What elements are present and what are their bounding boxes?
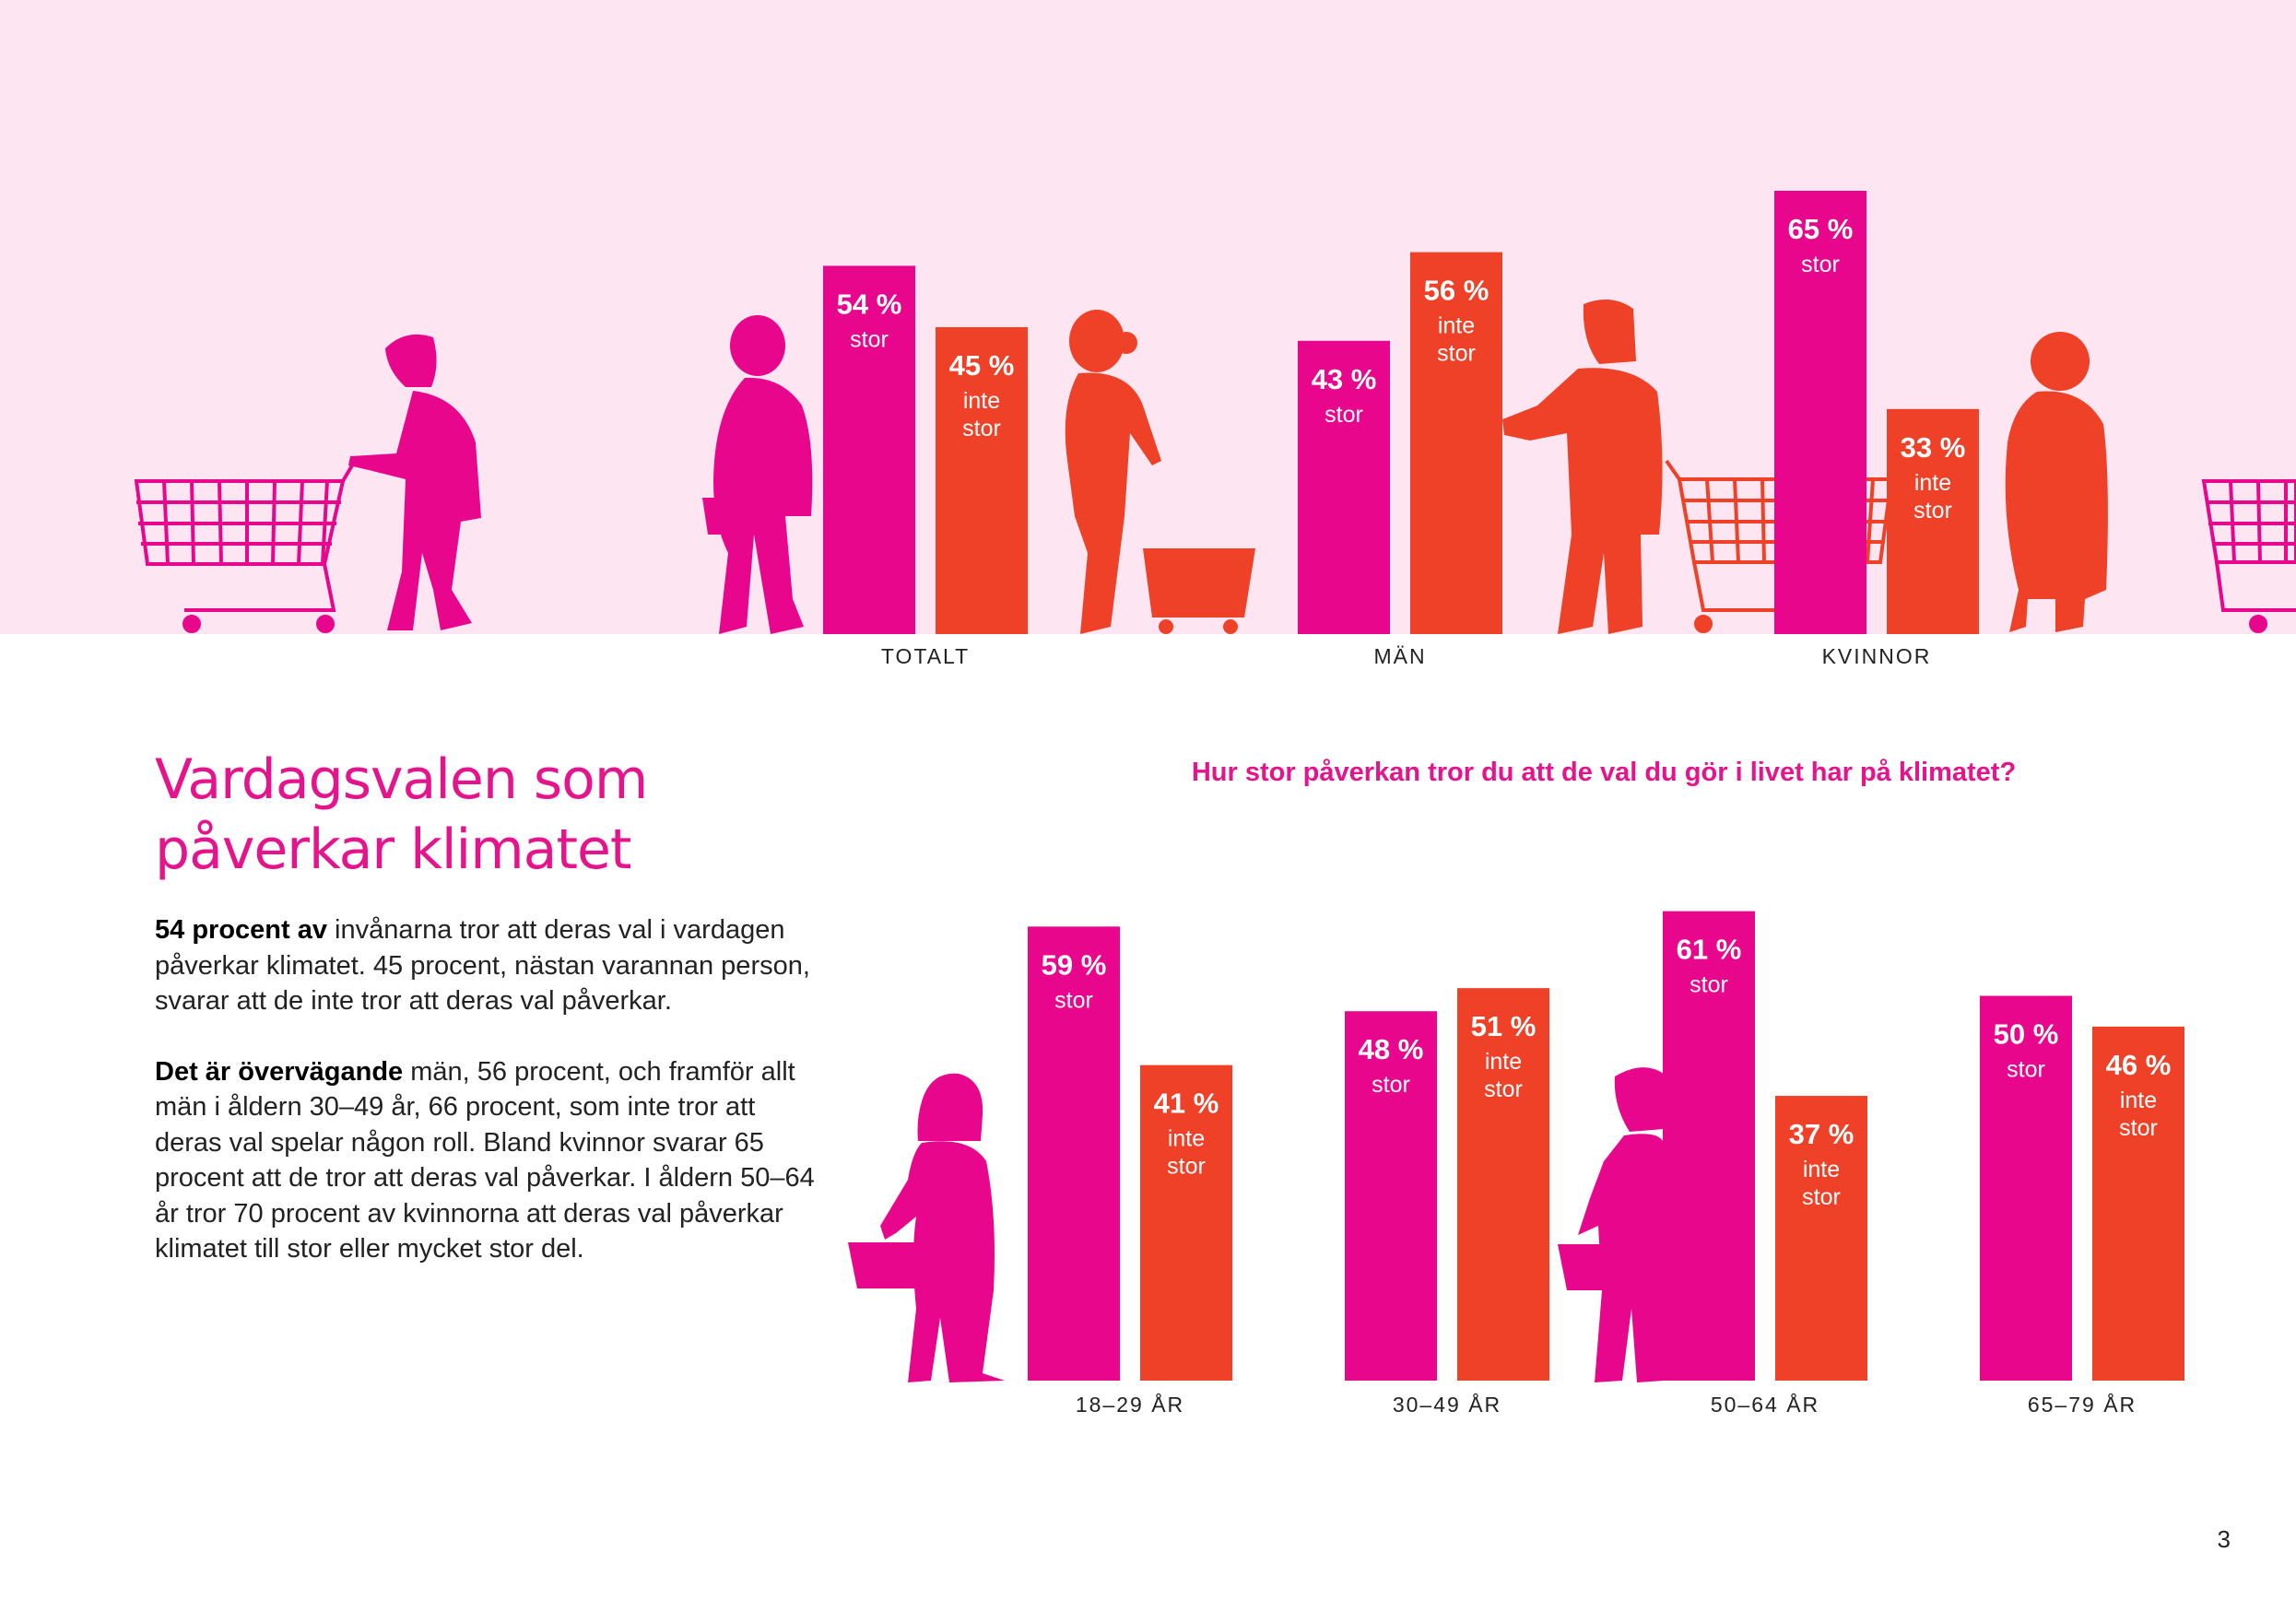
shopper-woman-icon [1065,310,1255,634]
series-label: inte [963,388,1000,414]
shopping-cart-icon [2201,479,2296,633]
value-label: 59 % [1042,948,1107,981]
heading-line-2: påverkar klimatet [155,817,631,882]
category-labels: TOTALT MÄN KVINNOR [881,644,1932,668]
series-label: stor [1802,1184,1841,1210]
value-label: 56 % [1424,275,1489,307]
bar-stor [1774,191,1866,634]
series-label: inte [1438,313,1475,339]
paragraph-1-lead: 54 procent av [155,915,327,945]
series-label: stor [1484,1076,1523,1102]
value-label: 54 % [837,288,902,320]
paragraph-2: Det är övervägande män, 56 procent, och … [155,1054,818,1267]
bar-stor [1298,340,1390,634]
shopper-older-woman-icon [2005,332,2108,632]
shopper-young-man-icon [1558,1067,1664,1382]
series-label: stor [2119,1115,2158,1141]
category-labels: 18–29 ÅR 30–49 ÅR 50–64 ÅR 65–79 ÅR [1076,1392,2137,1417]
page-heading: Vardagsvalen som påverkar klimatet [155,745,818,885]
shopper-man-leaning-icon [1502,300,1663,634]
value-label: 46 % [2106,1049,2172,1081]
value-label: 41 % [1154,1088,1219,1120]
shopper-young-woman-icon [848,1073,1005,1382]
bars [823,191,1979,634]
series-label: inte [1485,1049,1522,1075]
paragraph-2-lead: Det är övervägande [155,1056,404,1087]
value-label: 61 % [1677,934,1742,966]
value-label: 65 % [1788,213,1854,245]
bar-inte-stor [1410,252,1502,634]
shopper-basket-man-icon [702,315,813,634]
value-label: 43 % [1312,363,1377,395]
category-label: KVINNOR [1822,644,1932,668]
shopping-cart-icon [134,464,354,633]
bar-stor [1345,1011,1437,1381]
bar-stor [823,265,915,634]
bar-inte-stor [2092,1026,2184,1381]
bar-inte-stor [1887,408,1979,634]
value-label: 50 % [1994,1018,2059,1051]
series-label: stor [1054,987,1093,1013]
category-label: 65–79 ÅR [2028,1392,2137,1417]
paragraph-2-text: män, 56 procent, och framför allt män i … [155,1056,815,1264]
page-number: 3 [2217,1525,2231,1553]
series-label: stor [1325,402,1363,428]
body-text: 54 procent av invånarna tror att deras v… [155,912,818,1302]
paragraph-1-text: invånarna tror att deras val i vardagen … [155,915,810,1016]
bar-stor [1980,995,2072,1381]
value-label: 37 % [1789,1118,1854,1150]
bar-inte-stor [1775,1096,1867,1381]
category-label: 18–29 ÅR [1076,1392,1184,1417]
series-label: inte [1168,1126,1205,1152]
category-label: 50–64 ÅR [1711,1392,1819,1417]
series-label: inte [2120,1088,2157,1113]
series-label: stor [1801,252,1840,277]
value-label: 45 % [949,349,1015,382]
value-label: 48 % [1359,1033,1424,1065]
series-label: stor [1372,1072,1410,1098]
paragraph-1: 54 procent av invånarna tror att deras v… [155,912,818,1019]
heading-line-1: Vardagsvalen som [155,747,648,812]
series-label: stor [1913,498,1952,523]
series-label: stor [1437,341,1476,367]
survey-question: Hur stor påverkan tror du att de val du … [1191,758,2017,787]
bars [1028,911,2184,1381]
value-label: 51 % [1471,1010,1537,1042]
series-label: stor [850,326,889,352]
series-label: stor [962,416,1001,441]
category-label: 30–49 ÅR [1393,1392,1501,1417]
bar-inte-stor [936,327,1028,634]
bar-stor [1028,926,1120,1381]
series-label: stor [2007,1057,2045,1083]
series-label: stor [1690,972,1728,998]
series-label: inte [1803,1157,1840,1182]
bar-inte-stor [1140,1064,1232,1381]
bar-inte-stor [1457,988,1549,1381]
series-label: inte [1914,470,1951,496]
series-label: stor [1167,1154,1206,1180]
category-label: TOTALT [881,644,970,668]
bar-stor [1663,911,1755,1381]
category-label: MÄN [1373,644,1426,668]
value-label: 33 % [1901,431,1966,464]
shopper-man-icon [348,334,481,630]
